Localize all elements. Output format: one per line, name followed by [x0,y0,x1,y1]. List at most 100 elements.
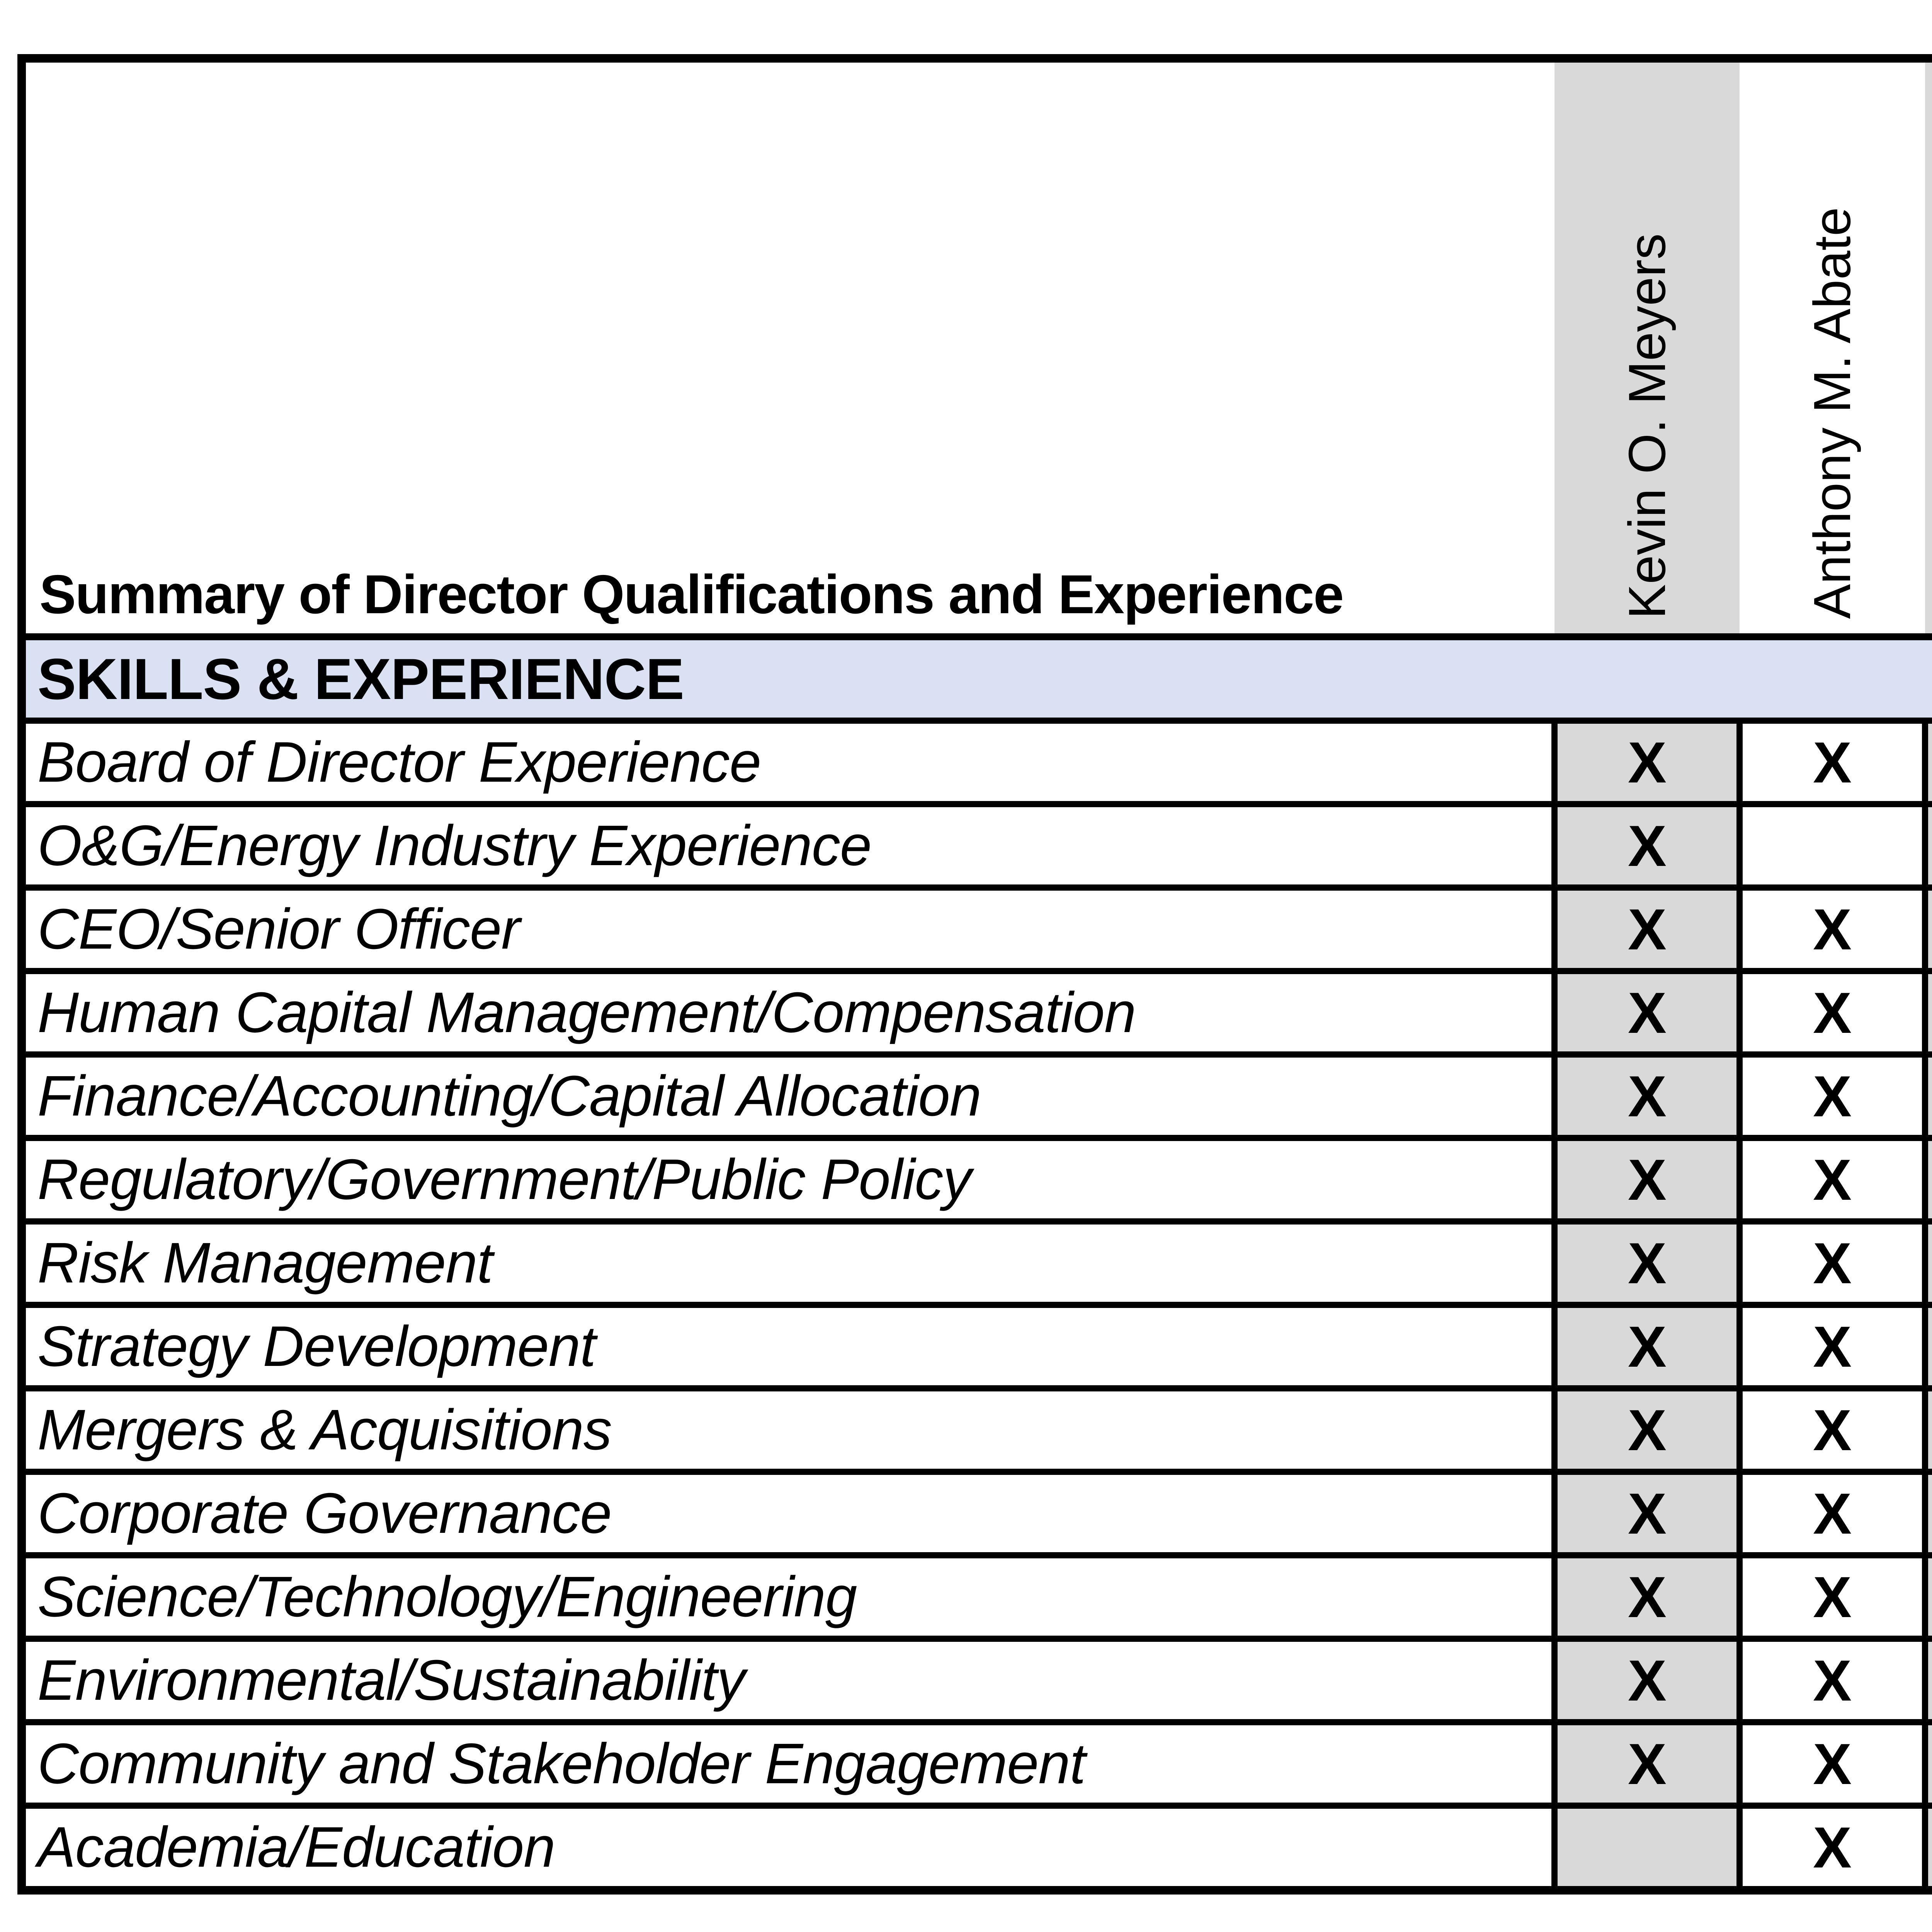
mark-cell-checked: X [1736,1636,1928,1725]
table-row: Academia/Education X [18,1803,1932,1893]
x-mark: X [1628,1397,1667,1463]
row-label: Academia/Education [18,1803,1558,1893]
table-row: O&G/Energy Industry ExperienceXXXXXX [18,801,1932,891]
mark-cell-checked: X [1551,1552,1743,1642]
table-row: Human Capital Management/Compensation X X X… [18,968,1932,1058]
x-mark: X [1813,1230,1852,1296]
x-mark: X [1628,1481,1667,1546]
mark-cell-checked: X [1551,801,1743,891]
mark-cell-checked: X [1736,1552,1928,1642]
mark-cell-checked: X [1551,1385,1743,1475]
row-label: Human Capital Management/Compensation [18,968,1558,1058]
mark-cell-checked: X [1736,718,1928,807]
mark-cell-checked: X [1551,1302,1743,1391]
x-mark: X [1813,1815,1852,1880]
x-mark: X [1628,1648,1667,1713]
x-mark: X [1628,1731,1667,1796]
mark-cell-checked: X [1922,1051,1932,1141]
x-mark: X [1813,1397,1852,1463]
mark-cell-empty [1736,801,1928,891]
x-mark: X [1813,1314,1852,1379]
x-mark: X [1813,1564,1852,1629]
mark-cell-empty [1551,1803,1743,1893]
mark-cell-checked: X [1736,1135,1928,1225]
mark-cell-checked: X [1922,1636,1932,1725]
director-column-header: Kevin O. Meyers [1554,58,1740,640]
table-row: Finance/Accounting/Capital Allocation X X X… [18,1051,1932,1141]
x-mark: X [1628,1230,1667,1296]
row-label: Risk Management [18,1218,1558,1308]
mark-cell-checked: X [1551,1469,1743,1558]
x-mark: X [1628,980,1667,1045]
x-mark: X [1628,1147,1667,1212]
mark-cell-checked: X [1551,1636,1743,1725]
row-label: Corporate Governance [18,1469,1558,1558]
x-mark: X [1813,1063,1852,1129]
mark-cell-checked: X [1551,718,1743,807]
x-mark: X [1813,730,1852,795]
row-label: Environmental/Sustainability [18,1636,1558,1725]
x-mark: X [1628,730,1667,795]
x-mark: X [1628,813,1667,878]
table-row: Community and Stakeholder EngagementXXXX… [18,1719,1932,1809]
mark-cell-checked: X [1922,884,1932,974]
mark-cell-checked: X [1551,1135,1743,1225]
section-header-cell: SKILLS & EXPERIENCE [19,634,1932,724]
row-label: Board of Director Experience [18,718,1558,807]
section-row: SKILLS & EXPERIENCE [19,634,1932,724]
mark-cell-checked: X [1736,1302,1928,1391]
table-title: Summary of Director Qualifications and E… [39,563,1344,625]
x-mark: X [1813,1648,1852,1713]
mark-cell-checked: X [1736,1803,1928,1893]
x-mark: X [1628,1564,1667,1629]
mark-cell-checked: X [1922,1135,1932,1225]
mark-cell-empty [1922,1803,1932,1893]
x-mark: X [1628,1314,1667,1379]
mark-cell-checked: X [1922,1302,1932,1391]
table-row: Regulatory/Government/Public PolicyXXXXX… [18,1135,1932,1225]
director-column-header: Anthony M. Abate [1740,58,1925,640]
row-label: Regulatory/Government/Public Policy [18,1135,1558,1225]
row-label: Finance/Accounting/Capital Allocation [18,1051,1558,1141]
x-mark: X [1813,1481,1852,1546]
mark-cell-checked: X [1922,968,1932,1058]
x-mark: X [1628,896,1667,962]
table-row: Environmental/SustainabilityXXXXXX [18,1636,1932,1725]
x-mark: X [1813,1147,1852,1212]
row-label: CEO/Senior Officer [18,884,1558,974]
mark-cell-checked: X [1736,1051,1928,1141]
mark-cell-checked: X [1922,1719,1932,1809]
mark-cell-checked: X [1922,801,1932,891]
director-column-header: Caroline G. Angoorly [1925,58,1932,640]
table-row: Strategy DevelopmentXXXXXXX [18,1302,1932,1391]
mark-cell-checked: X [1922,1552,1932,1642]
row-label: Community and Stakeholder Engagement [18,1719,1558,1809]
mark-cell-checked: X [1922,1385,1932,1475]
mark-cell-checked: X [1551,1719,1743,1809]
x-mark: X [1813,1731,1852,1796]
table-row: Corporate GovernanceXXXXXXX [18,1469,1932,1558]
mark-cell-checked: X [1551,884,1743,974]
x-mark: X [1813,896,1852,962]
mark-cell-checked: X [1922,1218,1932,1308]
table-row: CEO/Senior OfficerXXXXXX [18,884,1932,974]
header-row: Summary of Director Qualifications and E… [22,58,1932,640]
mark-cell-checked: X [1551,968,1743,1058]
table-row: Board of Director ExperienceXXXXXXX [18,718,1932,807]
row-label: O&G/Energy Industry Experience [18,801,1558,891]
mark-cell-checked: X [1736,1469,1928,1558]
mark-cell-checked: X [1551,1218,1743,1308]
mark-cell-checked: X [1736,1218,1928,1308]
row-label: Mergers & Acquisitions [18,1385,1558,1475]
row-label: Science/Technology/Engineering [18,1552,1558,1642]
x-mark: X [1628,1063,1667,1129]
table-row: Mergers & AcquisitionsXXXXXXX [18,1385,1932,1475]
mark-cell-checked: X [1551,1051,1743,1141]
x-mark: X [1813,980,1852,1045]
mark-cell-checked: X [1736,884,1928,974]
mark-cell-checked: X [1736,1719,1928,1809]
mark-cell-checked: X [1922,718,1932,807]
mark-cell-checked: X [1922,1469,1932,1558]
row-label: Strategy Development [18,1302,1558,1391]
